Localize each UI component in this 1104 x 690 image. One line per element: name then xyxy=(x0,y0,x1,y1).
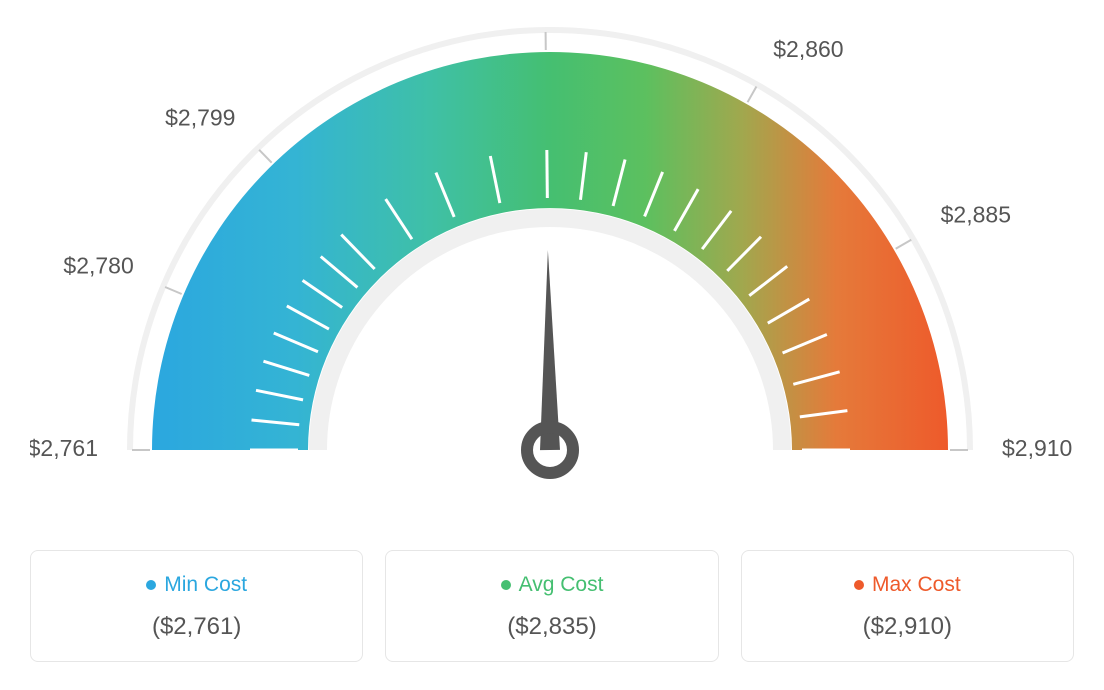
avg-cost-value: ($2,835) xyxy=(396,613,707,641)
tick-label: $2,799 xyxy=(165,104,235,130)
avg-cost-card: Avg Cost ($2,835) xyxy=(385,550,718,662)
min-cost-title: Min Cost xyxy=(146,573,247,597)
tick-label: $2,761 xyxy=(30,435,98,461)
tick-label: $2,780 xyxy=(63,253,133,279)
dot-icon xyxy=(854,580,864,590)
max-cost-value: ($2,910) xyxy=(752,613,1063,641)
cost-gauge-widget: $2,761$2,780$2,799$2,835$2,860$2,885$2,9… xyxy=(0,0,1104,690)
max-cost-card: Max Cost ($2,910) xyxy=(741,550,1074,662)
min-cost-value: ($2,761) xyxy=(41,613,352,641)
tick xyxy=(165,287,182,294)
gauge-chart: $2,761$2,780$2,799$2,835$2,860$2,885$2,9… xyxy=(30,20,1074,540)
max-cost-title: Max Cost xyxy=(854,573,961,597)
avg-cost-title: Avg Cost xyxy=(501,573,604,597)
gauge-area: $2,761$2,780$2,799$2,835$2,860$2,885$2,9… xyxy=(30,20,1074,540)
tick xyxy=(896,240,912,249)
tick-label: $2,885 xyxy=(941,202,1011,228)
tick xyxy=(259,150,272,163)
subtick-major xyxy=(547,150,548,198)
max-cost-label: Max Cost xyxy=(872,573,961,597)
tick xyxy=(748,87,757,103)
tick-label: $2,860 xyxy=(773,36,843,62)
avg-cost-label: Avg Cost xyxy=(519,573,604,597)
min-cost-card: Min Cost ($2,761) xyxy=(30,550,363,662)
tick-label: $2,910 xyxy=(1002,435,1072,461)
needle xyxy=(540,250,560,450)
dot-icon xyxy=(146,580,156,590)
dot-icon xyxy=(501,580,511,590)
min-cost-label: Min Cost xyxy=(164,573,247,597)
summary-cards: Min Cost ($2,761) Avg Cost ($2,835) Max … xyxy=(30,550,1074,662)
